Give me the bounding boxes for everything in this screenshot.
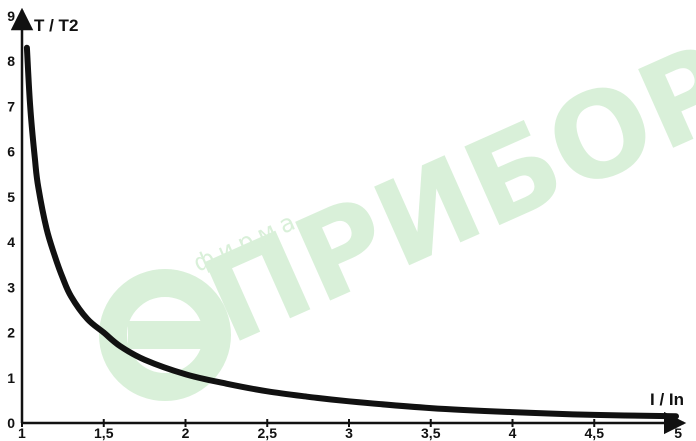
- watermark-brand: ПРИБОРЫ: [185, 0, 696, 371]
- x-tick-label: 4: [509, 425, 517, 441]
- x-tick-label: 4,5: [585, 425, 605, 441]
- y-ticks: 0 1 2 3 4 5 6 7 8 9: [7, 8, 15, 431]
- y-tick-label: 5: [7, 189, 15, 205]
- y-tick-label: 2: [7, 325, 15, 341]
- x-tick-label: 2,5: [258, 425, 278, 441]
- y-tick-label: 1: [7, 370, 15, 386]
- y-tick-label: 6: [7, 144, 15, 160]
- y-tick-label: 4: [7, 234, 15, 250]
- y-tick-label: 9: [7, 8, 15, 24]
- x-tick-label: 5: [674, 425, 682, 441]
- y-axis-label: T / T2: [34, 16, 78, 35]
- y-tick-label: 0: [7, 415, 15, 431]
- x-ticks: 1 1,5 2 2,5 3 3,5 4 4,5 5: [18, 419, 682, 441]
- watermark-logo: [99, 269, 231, 401]
- y-tick-label: 8: [7, 53, 15, 69]
- y-tick-label: 7: [7, 98, 15, 114]
- y-tick-label: 3: [7, 279, 15, 295]
- watermark: ПРИБОРЫ фирма: [99, 0, 696, 401]
- x-tick-label: 3,5: [421, 425, 441, 441]
- x-axis-label: I / In: [650, 390, 684, 409]
- data-curve: [23, 44, 679, 420]
- x-tick-label: 3: [345, 425, 353, 441]
- x-tick-label: 1,5: [94, 425, 114, 441]
- x-tick-label: 1: [18, 425, 26, 441]
- x-tick-label: 2: [182, 425, 190, 441]
